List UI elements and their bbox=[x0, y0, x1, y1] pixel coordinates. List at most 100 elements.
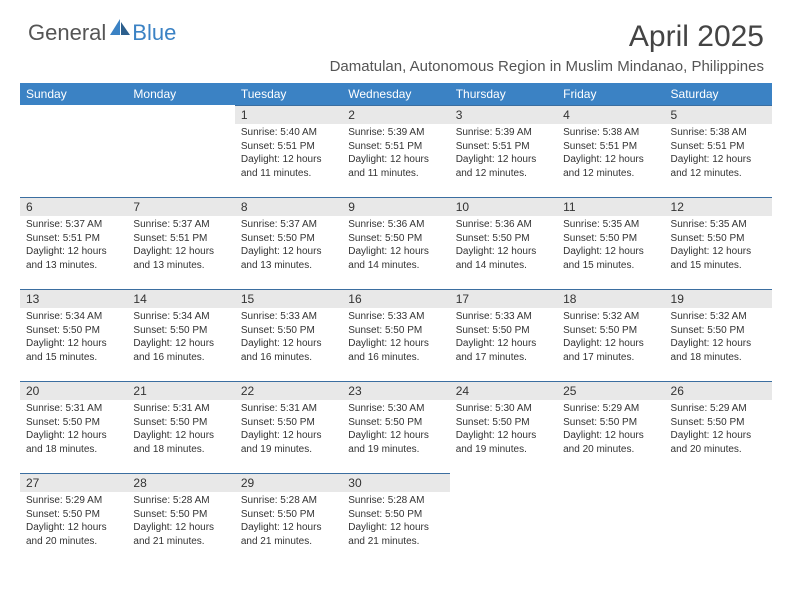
day-number: 6 bbox=[20, 198, 127, 216]
day-info: Sunrise: 5:32 AMSunset: 5:50 PMDaylight:… bbox=[665, 308, 772, 366]
day-number: 3 bbox=[450, 106, 557, 124]
header: General Blue April 2025 bbox=[0, 0, 792, 58]
calendar-cell: 7Sunrise: 5:37 AMSunset: 5:51 PMDaylight… bbox=[127, 197, 234, 289]
weekday-header: Wednesday bbox=[342, 83, 449, 105]
calendar-cell: 17Sunrise: 5:33 AMSunset: 5:50 PMDayligh… bbox=[450, 289, 557, 381]
day-info: Sunrise: 5:37 AMSunset: 5:51 PMDaylight:… bbox=[127, 216, 234, 274]
day-info: Sunrise: 5:33 AMSunset: 5:50 PMDaylight:… bbox=[235, 308, 342, 366]
day-number: 24 bbox=[450, 382, 557, 400]
weekday-header: Thursday bbox=[450, 83, 557, 105]
day-info: Sunrise: 5:35 AMSunset: 5:50 PMDaylight:… bbox=[665, 216, 772, 274]
day-number: 22 bbox=[235, 382, 342, 400]
calendar-cell: 10Sunrise: 5:36 AMSunset: 5:50 PMDayligh… bbox=[450, 197, 557, 289]
calendar-table: SundayMondayTuesdayWednesdayThursdayFrid… bbox=[20, 83, 772, 565]
day-number: 13 bbox=[20, 290, 127, 308]
day-number: 1 bbox=[235, 106, 342, 124]
calendar-cell: 13Sunrise: 5:34 AMSunset: 5:50 PMDayligh… bbox=[20, 289, 127, 381]
calendar-cell: 30Sunrise: 5:28 AMSunset: 5:50 PMDayligh… bbox=[342, 473, 449, 565]
day-number: 21 bbox=[127, 382, 234, 400]
calendar-cell: 11Sunrise: 5:35 AMSunset: 5:50 PMDayligh… bbox=[557, 197, 664, 289]
calendar-cell: 25Sunrise: 5:29 AMSunset: 5:50 PMDayligh… bbox=[557, 381, 664, 473]
location-subtitle: Damatulan, Autonomous Region in Muslim M… bbox=[0, 58, 792, 83]
day-number: 20 bbox=[20, 382, 127, 400]
calendar-cell bbox=[665, 473, 772, 565]
day-number: 17 bbox=[450, 290, 557, 308]
page-title: April 2025 bbox=[629, 20, 764, 54]
calendar-cell: 8Sunrise: 5:37 AMSunset: 5:50 PMDaylight… bbox=[235, 197, 342, 289]
calendar-cell: 23Sunrise: 5:30 AMSunset: 5:50 PMDayligh… bbox=[342, 381, 449, 473]
weekday-header: Sunday bbox=[20, 83, 127, 105]
day-info: Sunrise: 5:34 AMSunset: 5:50 PMDaylight:… bbox=[20, 308, 127, 366]
calendar-cell: 14Sunrise: 5:34 AMSunset: 5:50 PMDayligh… bbox=[127, 289, 234, 381]
calendar-cell: 5Sunrise: 5:38 AMSunset: 5:51 PMDaylight… bbox=[665, 105, 772, 197]
day-number: 29 bbox=[235, 474, 342, 492]
calendar-cell: 26Sunrise: 5:29 AMSunset: 5:50 PMDayligh… bbox=[665, 381, 772, 473]
day-number: 16 bbox=[342, 290, 449, 308]
day-number: 12 bbox=[665, 198, 772, 216]
day-number: 23 bbox=[342, 382, 449, 400]
day-number: 15 bbox=[235, 290, 342, 308]
day-number: 4 bbox=[557, 106, 664, 124]
day-info: Sunrise: 5:31 AMSunset: 5:50 PMDaylight:… bbox=[20, 400, 127, 458]
day-number: 18 bbox=[557, 290, 664, 308]
calendar-cell: 16Sunrise: 5:33 AMSunset: 5:50 PMDayligh… bbox=[342, 289, 449, 381]
day-info: Sunrise: 5:36 AMSunset: 5:50 PMDaylight:… bbox=[342, 216, 449, 274]
day-number: 28 bbox=[127, 474, 234, 492]
day-number: 5 bbox=[665, 106, 772, 124]
day-info: Sunrise: 5:34 AMSunset: 5:50 PMDaylight:… bbox=[127, 308, 234, 366]
calendar-row: 1Sunrise: 5:40 AMSunset: 5:51 PMDaylight… bbox=[20, 105, 772, 197]
day-info: Sunrise: 5:31 AMSunset: 5:50 PMDaylight:… bbox=[235, 400, 342, 458]
calendar-cell bbox=[450, 473, 557, 565]
calendar-cell: 29Sunrise: 5:28 AMSunset: 5:50 PMDayligh… bbox=[235, 473, 342, 565]
day-number: 27 bbox=[20, 474, 127, 492]
day-info: Sunrise: 5:36 AMSunset: 5:50 PMDaylight:… bbox=[450, 216, 557, 274]
calendar-cell: 18Sunrise: 5:32 AMSunset: 5:50 PMDayligh… bbox=[557, 289, 664, 381]
calendar-body: 1Sunrise: 5:40 AMSunset: 5:51 PMDaylight… bbox=[20, 105, 772, 565]
calendar-cell: 4Sunrise: 5:38 AMSunset: 5:51 PMDaylight… bbox=[557, 105, 664, 197]
logo: General Blue bbox=[28, 20, 176, 46]
calendar-cell: 9Sunrise: 5:36 AMSunset: 5:50 PMDaylight… bbox=[342, 197, 449, 289]
day-info: Sunrise: 5:31 AMSunset: 5:50 PMDaylight:… bbox=[127, 400, 234, 458]
calendar-row: 20Sunrise: 5:31 AMSunset: 5:50 PMDayligh… bbox=[20, 381, 772, 473]
day-info: Sunrise: 5:33 AMSunset: 5:50 PMDaylight:… bbox=[342, 308, 449, 366]
logo-text-blue: Blue bbox=[132, 20, 176, 46]
day-info: Sunrise: 5:37 AMSunset: 5:51 PMDaylight:… bbox=[20, 216, 127, 274]
weekday-header: Saturday bbox=[665, 83, 772, 105]
day-info: Sunrise: 5:29 AMSunset: 5:50 PMDaylight:… bbox=[665, 400, 772, 458]
calendar-cell: 12Sunrise: 5:35 AMSunset: 5:50 PMDayligh… bbox=[665, 197, 772, 289]
calendar-cell: 22Sunrise: 5:31 AMSunset: 5:50 PMDayligh… bbox=[235, 381, 342, 473]
calendar-row: 6Sunrise: 5:37 AMSunset: 5:51 PMDaylight… bbox=[20, 197, 772, 289]
day-info: Sunrise: 5:29 AMSunset: 5:50 PMDaylight:… bbox=[557, 400, 664, 458]
calendar-row: 27Sunrise: 5:29 AMSunset: 5:50 PMDayligh… bbox=[20, 473, 772, 565]
calendar-cell bbox=[20, 105, 127, 197]
day-number: 30 bbox=[342, 474, 449, 492]
day-number: 11 bbox=[557, 198, 664, 216]
day-info: Sunrise: 5:30 AMSunset: 5:50 PMDaylight:… bbox=[450, 400, 557, 458]
logo-text-general: General bbox=[28, 20, 106, 46]
calendar-cell: 20Sunrise: 5:31 AMSunset: 5:50 PMDayligh… bbox=[20, 381, 127, 473]
day-info: Sunrise: 5:28 AMSunset: 5:50 PMDaylight:… bbox=[235, 492, 342, 550]
day-number: 25 bbox=[557, 382, 664, 400]
weekday-header-row: SundayMondayTuesdayWednesdayThursdayFrid… bbox=[20, 83, 772, 105]
day-number: 2 bbox=[342, 106, 449, 124]
logo-sail-icon bbox=[110, 19, 132, 42]
day-number: 10 bbox=[450, 198, 557, 216]
day-number: 8 bbox=[235, 198, 342, 216]
calendar-cell bbox=[557, 473, 664, 565]
calendar-cell: 1Sunrise: 5:40 AMSunset: 5:51 PMDaylight… bbox=[235, 105, 342, 197]
calendar-cell: 24Sunrise: 5:30 AMSunset: 5:50 PMDayligh… bbox=[450, 381, 557, 473]
day-info: Sunrise: 5:37 AMSunset: 5:50 PMDaylight:… bbox=[235, 216, 342, 274]
day-info: Sunrise: 5:28 AMSunset: 5:50 PMDaylight:… bbox=[342, 492, 449, 550]
weekday-header: Monday bbox=[127, 83, 234, 105]
weekday-header: Friday bbox=[557, 83, 664, 105]
calendar-cell: 15Sunrise: 5:33 AMSunset: 5:50 PMDayligh… bbox=[235, 289, 342, 381]
day-info: Sunrise: 5:38 AMSunset: 5:51 PMDaylight:… bbox=[665, 124, 772, 182]
calendar-cell: 3Sunrise: 5:39 AMSunset: 5:51 PMDaylight… bbox=[450, 105, 557, 197]
weekday-header: Tuesday bbox=[235, 83, 342, 105]
calendar-cell bbox=[127, 105, 234, 197]
day-number: 14 bbox=[127, 290, 234, 308]
day-info: Sunrise: 5:39 AMSunset: 5:51 PMDaylight:… bbox=[342, 124, 449, 182]
calendar-cell: 21Sunrise: 5:31 AMSunset: 5:50 PMDayligh… bbox=[127, 381, 234, 473]
day-info: Sunrise: 5:33 AMSunset: 5:50 PMDaylight:… bbox=[450, 308, 557, 366]
day-number: 26 bbox=[665, 382, 772, 400]
